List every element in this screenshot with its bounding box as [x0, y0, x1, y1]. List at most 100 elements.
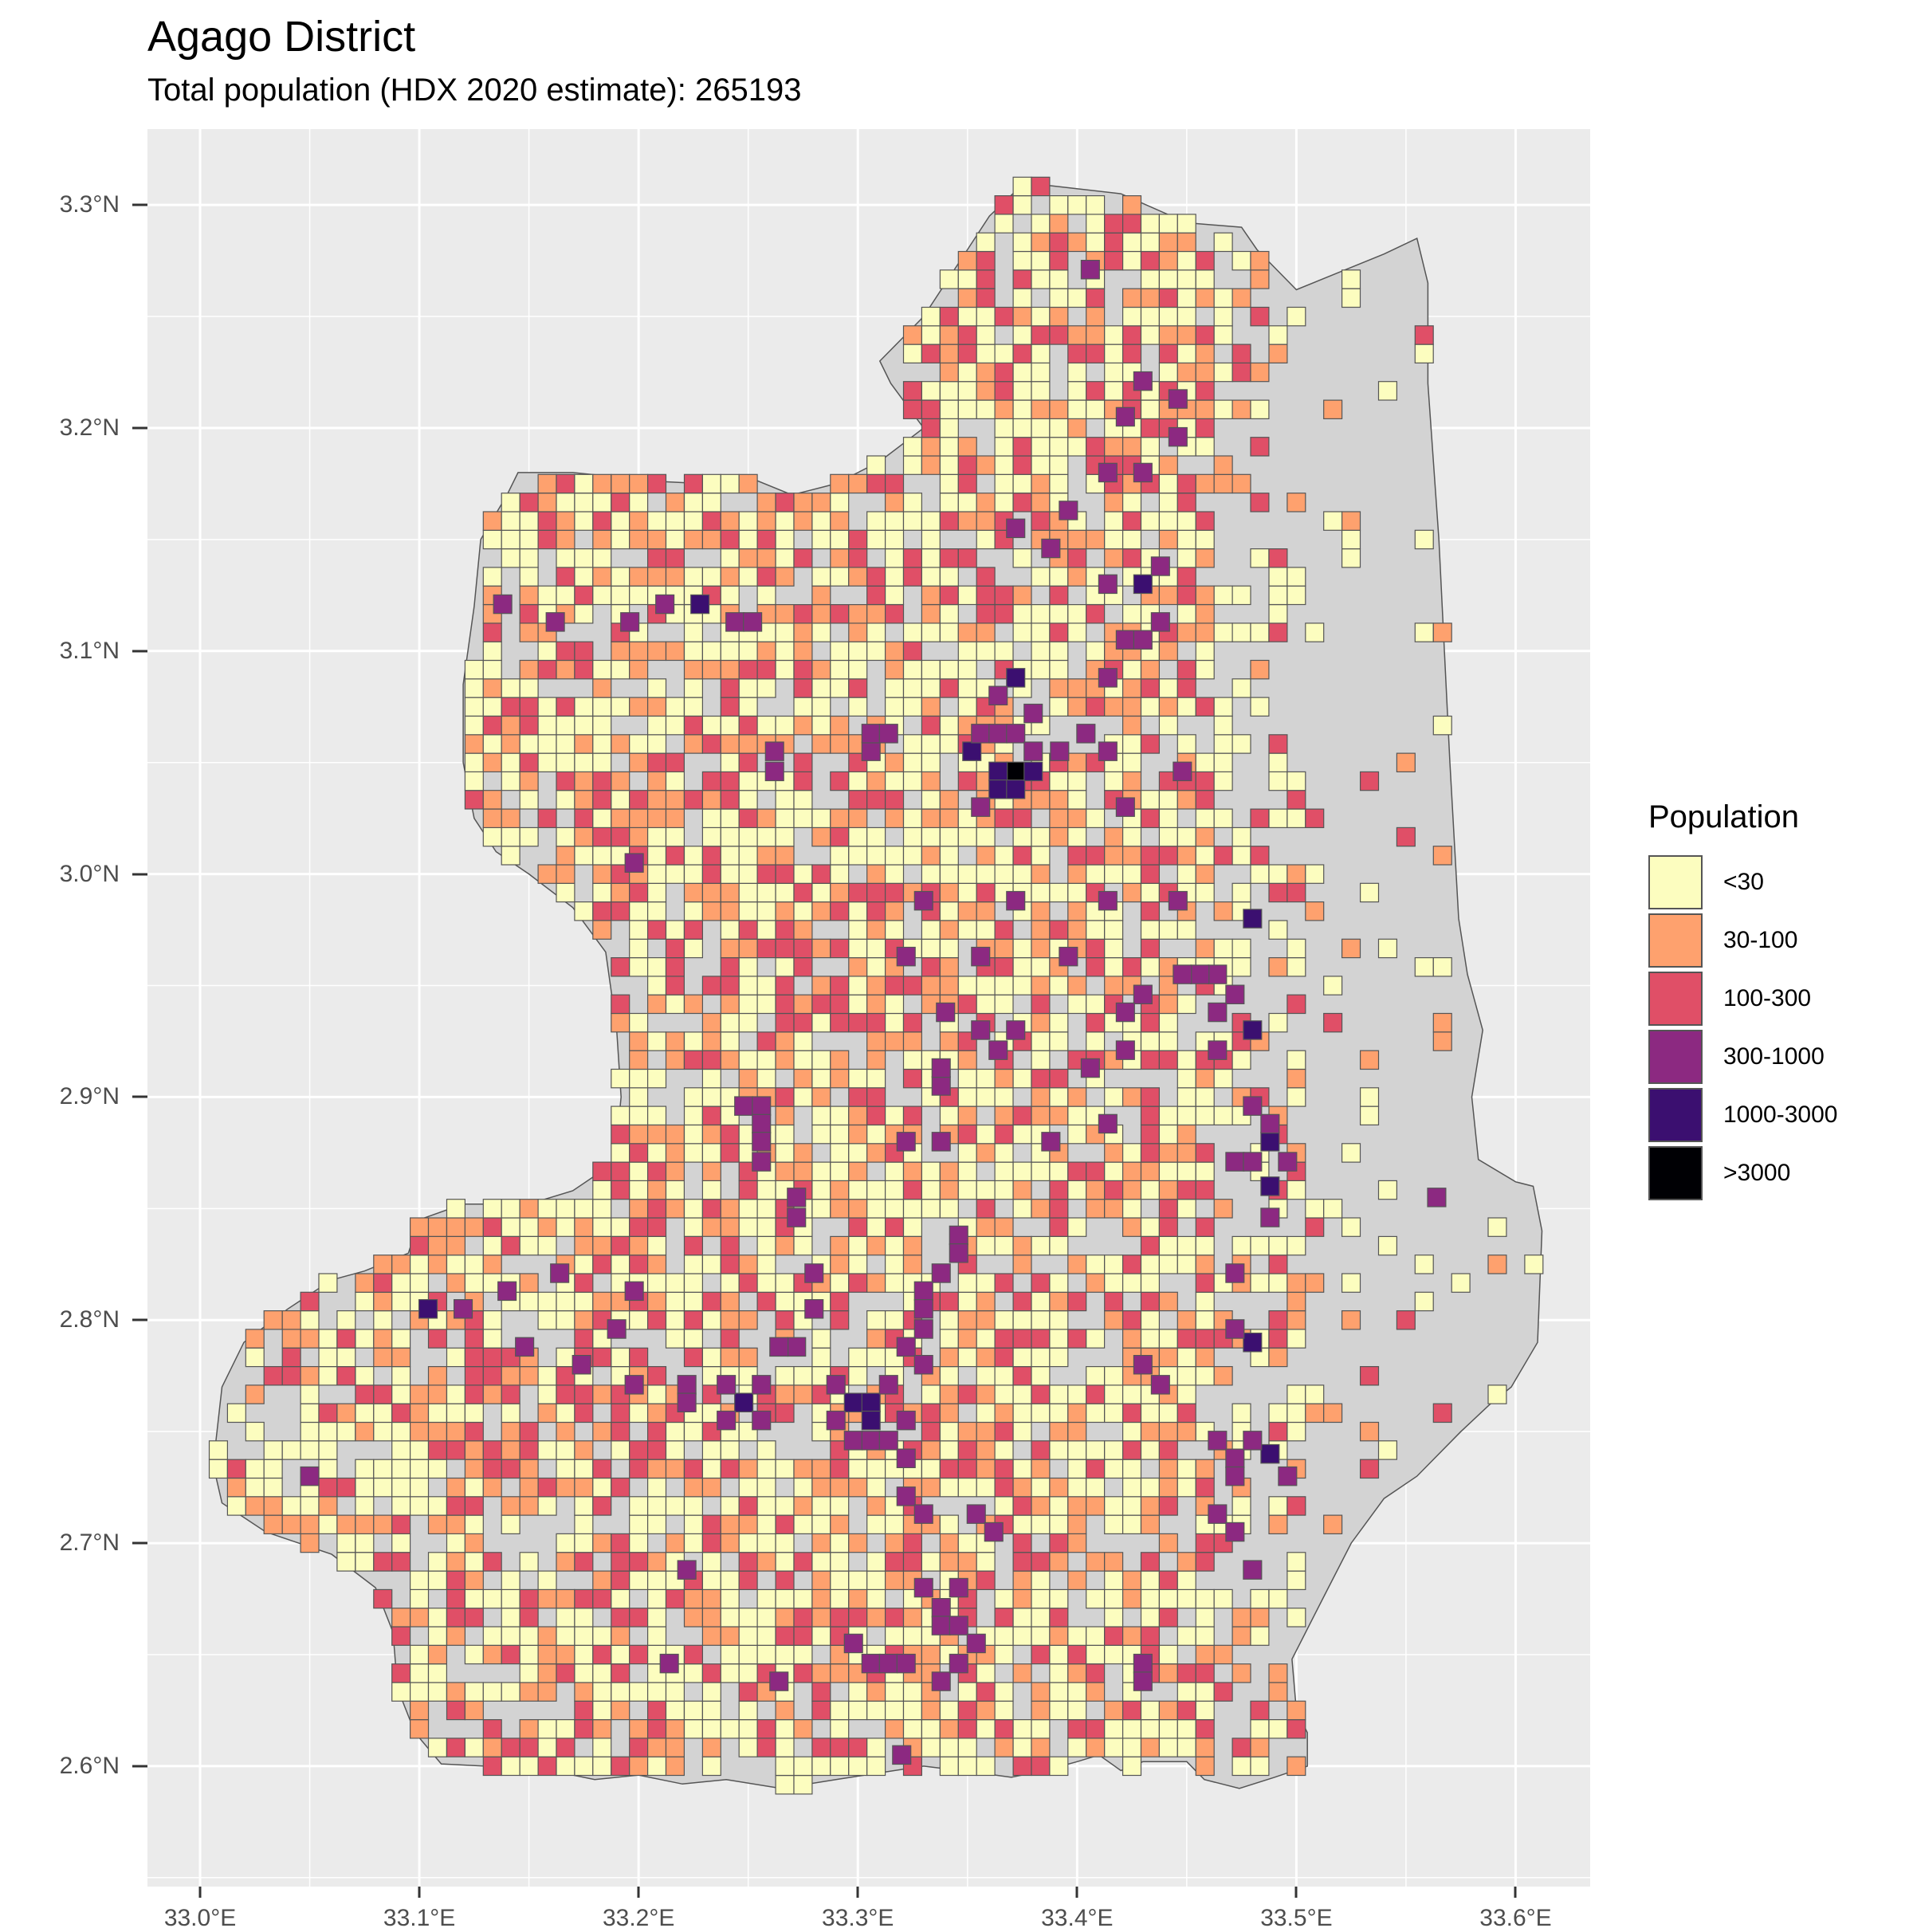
population-cell	[646, 1384, 667, 1404]
population-cell	[1268, 882, 1288, 903]
population-cell	[427, 1329, 447, 1349]
population-cell-high	[1225, 984, 1245, 1004]
population-cell	[300, 1533, 320, 1553]
population-cell	[629, 1124, 649, 1145]
population-cell	[1067, 752, 1087, 772]
population-cell-high	[717, 1375, 737, 1395]
population-cell	[756, 920, 776, 940]
population-cell	[1031, 938, 1051, 959]
population-cell	[957, 437, 977, 457]
population-cell	[1432, 1403, 1452, 1423]
population-cell	[830, 1105, 850, 1125]
population-cell	[1104, 1161, 1124, 1181]
population-cell-high	[1006, 779, 1026, 799]
y-tick-label: 2.6°N	[59, 1752, 120, 1779]
population-cell	[1012, 1199, 1032, 1219]
population-cell-high	[861, 1653, 881, 1674]
population-cell	[1049, 1329, 1069, 1349]
population-cell	[537, 529, 557, 550]
population-cell	[1067, 1217, 1087, 1237]
population-cell	[611, 956, 630, 977]
population-cell	[701, 1682, 721, 1702]
population-cell	[976, 529, 996, 550]
population-cell	[629, 1608, 649, 1628]
population-cell	[866, 1273, 886, 1293]
population-cell-high	[913, 1354, 933, 1375]
population-cell	[410, 1644, 430, 1665]
population-cell	[866, 529, 886, 550]
population-cell	[592, 715, 612, 736]
population-cell	[556, 1421, 575, 1442]
population-cell	[1049, 827, 1069, 847]
population-cell	[629, 1552, 649, 1572]
population-cell	[574, 1626, 594, 1646]
population-cell	[701, 1050, 721, 1070]
population-cell	[592, 548, 612, 568]
population-cell-high	[1225, 1263, 1245, 1283]
population-cell	[427, 1608, 447, 1628]
population-cell	[373, 1273, 393, 1293]
population-cell	[464, 1403, 484, 1423]
population-cell	[1158, 306, 1178, 327]
y-tick	[132, 426, 147, 430]
population-cell	[1231, 1626, 1251, 1646]
population-cell	[281, 1514, 301, 1534]
population-cell	[665, 827, 685, 847]
population-cell	[1158, 529, 1178, 550]
population-cell	[1031, 1161, 1051, 1181]
population-cell	[1121, 1329, 1142, 1349]
population-cell	[902, 1626, 922, 1646]
population-cell	[1140, 1012, 1160, 1033]
population-cell	[1250, 399, 1270, 420]
population-cell-high	[752, 1375, 772, 1395]
population-cell	[537, 1682, 557, 1702]
population-cell	[994, 1718, 1014, 1739]
population-cell	[1213, 901, 1233, 921]
population-cell	[921, 920, 941, 940]
population-cell	[1140, 1588, 1160, 1609]
population-cell	[1286, 1552, 1306, 1572]
population-cell	[1176, 325, 1196, 345]
population-cell	[1121, 678, 1142, 698]
population-cell	[1231, 956, 1251, 977]
population-cell	[738, 1255, 758, 1274]
population-cell	[1104, 864, 1124, 884]
population-cell	[1031, 1738, 1051, 1757]
population-cell	[848, 1533, 868, 1553]
population-cell	[1067, 325, 1087, 345]
population-cell	[1213, 1068, 1233, 1089]
population-cell-high	[1173, 761, 1192, 782]
population-cell	[939, 1031, 959, 1051]
population-cell	[720, 1588, 740, 1609]
population-cell	[646, 1255, 667, 1274]
population-cell	[1049, 399, 1069, 420]
population-cell	[1049, 1087, 1069, 1107]
population-cell	[957, 399, 977, 420]
population-cell	[994, 1143, 1014, 1163]
population-cell	[848, 1682, 868, 1702]
population-cell	[1049, 1012, 1069, 1033]
population-cell	[1086, 808, 1106, 828]
population-cell	[355, 1477, 375, 1498]
population-cell	[994, 976, 1014, 995]
population-cell	[537, 493, 557, 512]
population-cell	[537, 1756, 557, 1777]
population-cell	[976, 1421, 996, 1442]
population-cell	[665, 1588, 685, 1609]
population-cell	[1286, 956, 1306, 977]
population-cell	[775, 901, 795, 921]
population-cell	[1176, 306, 1196, 327]
x-tick	[198, 1887, 202, 1898]
population-cell	[665, 1440, 685, 1460]
population-cell	[592, 585, 612, 606]
population-cell	[1067, 381, 1087, 401]
population-cell	[1031, 1199, 1051, 1219]
population-cell	[756, 846, 776, 866]
population-cell	[1158, 1012, 1178, 1033]
population-cell	[866, 511, 886, 531]
population-cell	[427, 1255, 447, 1274]
population-cell	[902, 344, 922, 364]
population-cell	[1049, 250, 1069, 271]
population-cell	[1158, 1403, 1178, 1423]
population-cell	[1012, 1255, 1032, 1274]
